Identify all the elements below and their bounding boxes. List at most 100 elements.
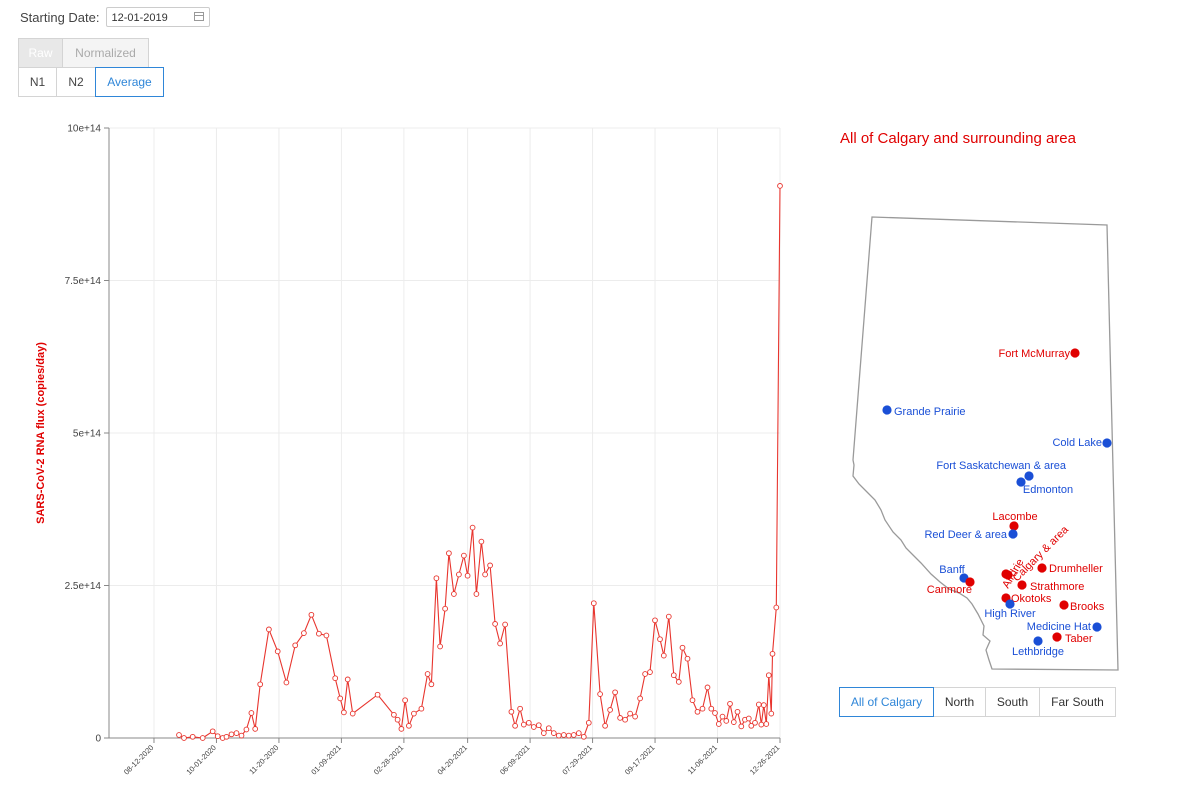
city-marker[interactable]: Lethbridge <box>1012 636 1064 658</box>
data-point <box>469 524 476 531</box>
data-point <box>243 726 250 733</box>
alberta-province-outline <box>852 216 1119 671</box>
city-dot[interactable] <box>1008 529 1018 539</box>
city-marker[interactable]: Red Deer & area <box>924 529 1018 541</box>
starting-date-control: Starting Date: <box>20 7 210 27</box>
data-point <box>176 732 182 738</box>
city-marker[interactable]: High River <box>984 599 1036 620</box>
data-point <box>512 722 518 729</box>
data-point <box>238 732 245 739</box>
map-title: All of Calgary and surrounding area <box>840 130 1076 147</box>
data-point <box>437 643 443 650</box>
city-marker[interactable]: Lacombe <box>992 511 1038 531</box>
city-dot[interactable] <box>1052 632 1062 642</box>
city-marker[interactable]: Fort McMurray <box>999 348 1080 360</box>
city-dot[interactable] <box>1070 348 1080 358</box>
data-point <box>689 697 696 704</box>
data-point <box>602 722 608 729</box>
city-marker[interactable]: Edmonton <box>1016 477 1073 496</box>
city-dot[interactable] <box>1001 569 1011 579</box>
x-tick-label: 12-26-2021 <box>748 743 781 776</box>
data-point <box>530 724 537 730</box>
city-marker[interactable]: Canmore <box>927 577 975 596</box>
city-marker[interactable]: Grande Prairie <box>882 405 966 418</box>
data-point <box>411 710 417 717</box>
data-point <box>502 621 508 628</box>
y-tick-label: 7.5e+14 <box>65 276 102 287</box>
data-point <box>777 183 783 189</box>
data-point <box>433 575 440 582</box>
average-button[interactable]: Average <box>95 67 164 97</box>
data-point <box>637 695 643 702</box>
data-point <box>464 572 471 579</box>
city-dot[interactable] <box>1016 477 1026 487</box>
far-south-button[interactable]: Far South <box>1039 687 1116 717</box>
data-point <box>632 713 638 720</box>
calendar-icon[interactable] <box>193 12 204 21</box>
city-dot[interactable] <box>882 405 892 415</box>
n1-button[interactable]: N1 <box>18 67 57 97</box>
n2-button[interactable]: N2 <box>56 67 96 97</box>
city-dot[interactable] <box>1033 636 1043 646</box>
data-point <box>374 691 381 698</box>
data-point <box>308 611 315 618</box>
data-point <box>748 722 755 729</box>
city-label: High River <box>984 608 1036 620</box>
data-point <box>575 730 582 736</box>
x-tick-label: 06-09-2021 <box>498 743 531 776</box>
city-marker[interactable]: Fort Saskatchewan & area <box>936 460 1067 481</box>
city-dot[interactable] <box>1102 438 1112 448</box>
data-point <box>418 705 425 712</box>
city-dot[interactable] <box>1009 521 1019 531</box>
city-marker[interactable]: Taber <box>1052 632 1093 645</box>
starting-date-input[interactable] <box>106 9 190 27</box>
data-point <box>719 713 726 720</box>
starting-date-field[interactable] <box>105 7 210 27</box>
city-dot[interactable] <box>1092 622 1102 632</box>
alberta-map: Fort McMurray Grande Prairie Cold Lake Fort… <box>852 216 1119 671</box>
x-axis-ticks: 08-12-2020 10-01-2020 11-20-2020 01-09-2021… <box>122 738 781 777</box>
y-axis-ticks: 0 2.5e+14 5e+14 7.5e+14 10e+14 <box>65 124 109 745</box>
normalized-button[interactable]: Normalized <box>62 38 149 68</box>
data-point <box>755 701 762 708</box>
city-dot[interactable] <box>1037 563 1047 573</box>
data-point <box>199 735 206 741</box>
city-marker[interactable]: Strathmore <box>1017 580 1084 593</box>
data-point <box>612 689 618 696</box>
raw-button[interactable]: Raw <box>18 38 63 68</box>
south-button[interactable]: South <box>985 687 1040 717</box>
city-dot[interactable] <box>1017 580 1027 590</box>
city-marker[interactable]: Cold Lake <box>1052 437 1112 449</box>
y-tick-label: 10e+14 <box>67 124 101 135</box>
data-point <box>763 721 770 727</box>
city-marker[interactable]: Drumheller <box>1037 563 1103 575</box>
city-marker[interactable]: Brooks <box>1059 600 1105 613</box>
city-label: Fort Saskatchewan & area <box>936 460 1067 472</box>
data-point <box>647 669 653 675</box>
x-tick-label: 01-09-2021 <box>309 743 342 776</box>
city-dot[interactable] <box>1005 599 1015 609</box>
data-point <box>487 562 493 569</box>
city-label: Lethbridge <box>1012 646 1064 658</box>
data-point <box>424 671 431 677</box>
data-point <box>233 730 240 736</box>
data-point <box>332 675 339 682</box>
data-point <box>456 571 462 578</box>
city-label: Cold Lake <box>1052 437 1102 449</box>
region-toggle: All of Calgary North South Far South <box>839 687 1116 717</box>
x-tick-label: 10-01-2020 <box>184 743 217 776</box>
city-dot[interactable] <box>1059 600 1069 610</box>
data-point <box>627 710 633 717</box>
city-marker[interactable]: Medicine Hat <box>1027 621 1102 633</box>
city-dot[interactable] <box>1024 471 1034 481</box>
city-label: Strathmore <box>1030 581 1084 593</box>
north-button[interactable]: North <box>933 687 986 717</box>
data-point <box>545 725 552 732</box>
data-point <box>752 719 758 726</box>
city-label: Drumheller <box>1049 563 1103 575</box>
data-point <box>712 710 718 716</box>
data-point <box>406 722 412 729</box>
data-point <box>607 707 613 713</box>
all-of-calgary-button[interactable]: All of Calgary <box>839 687 934 717</box>
city-dot[interactable] <box>965 577 975 587</box>
